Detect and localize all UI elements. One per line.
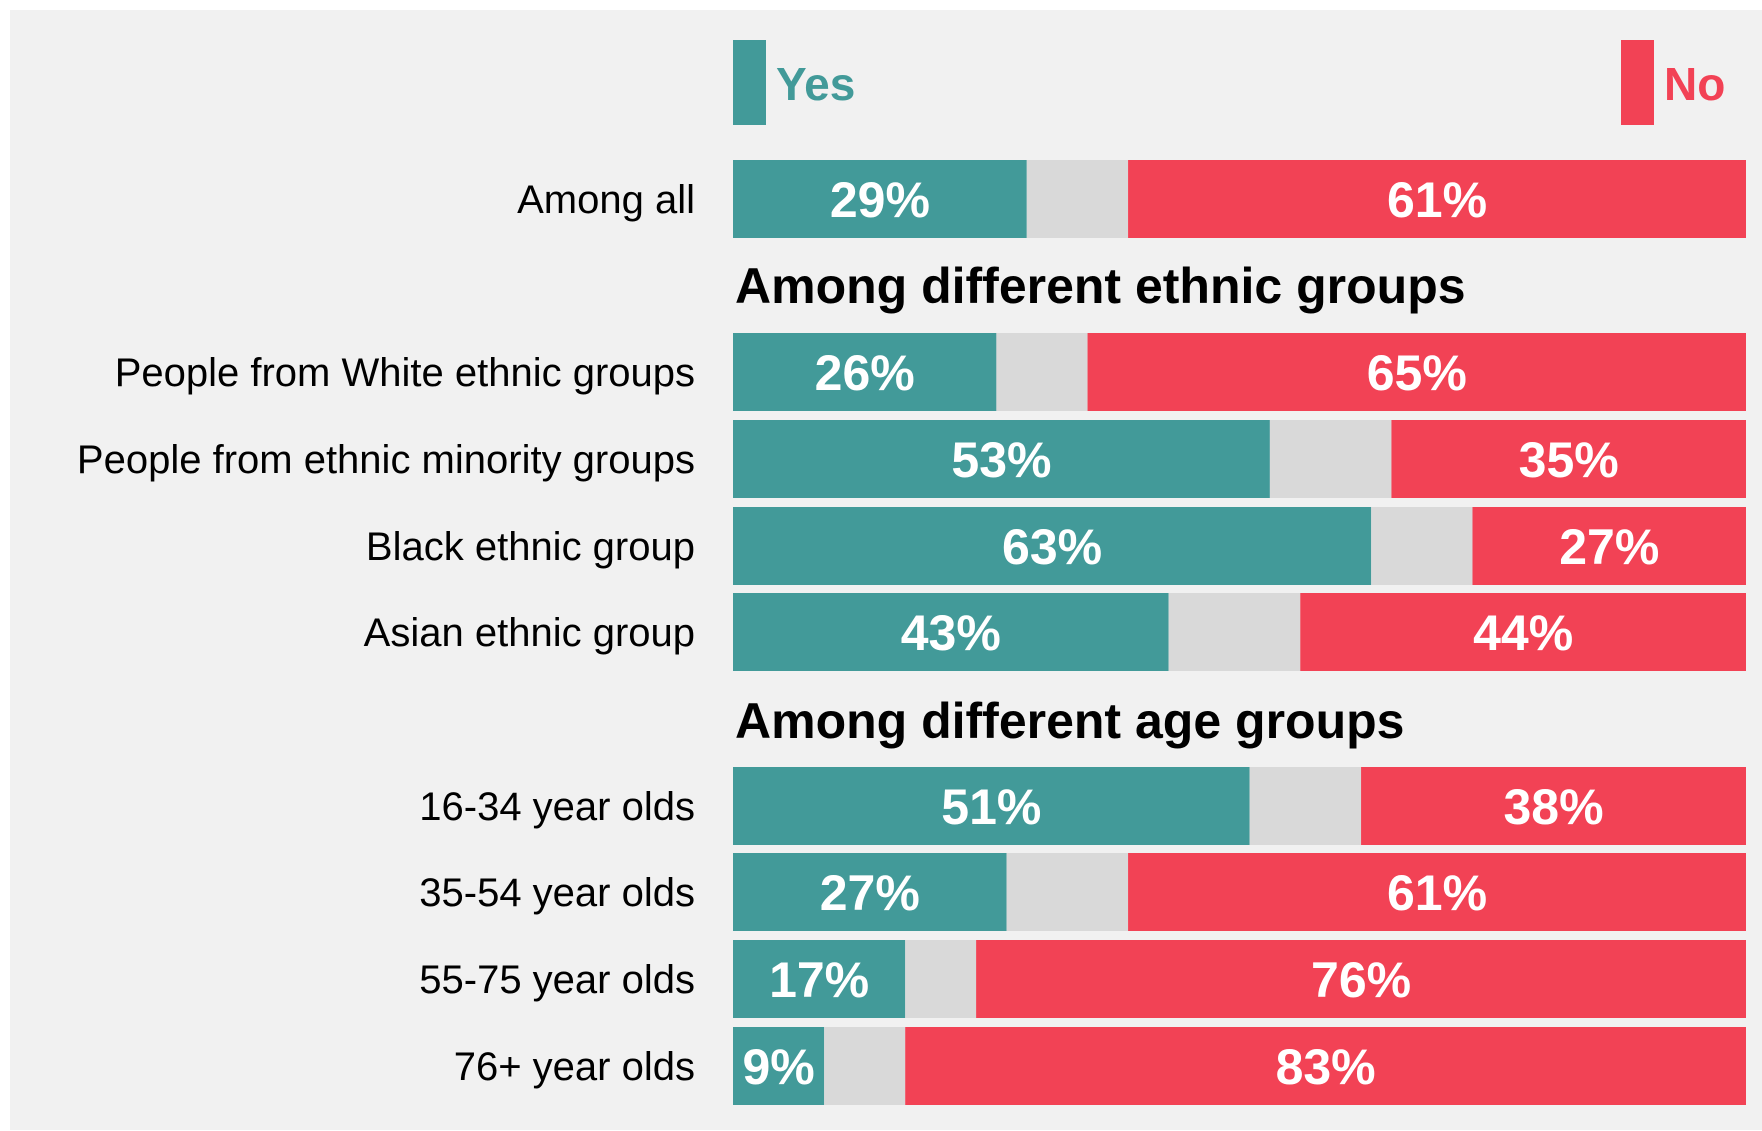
bar-yes-value-label: 26% [815,345,915,401]
bar-yes-value-label: 53% [951,432,1051,488]
bar-yes-value-label: 29% [830,172,930,228]
bar-neither [905,940,976,1018]
bar-neither [1007,853,1129,931]
row-label: People from White ethnic groups [115,351,695,395]
row-label: Asian ethnic group [364,611,695,655]
bar-yes-value-label: 63% [1002,519,1102,575]
bar-no-value-label: 61% [1387,865,1487,921]
bar-neither [824,1027,905,1105]
legend-no-label: No [1664,58,1725,110]
bar-yes-value-label: 27% [820,865,920,921]
bar-no-value-label: 27% [1559,519,1659,575]
bar-neither [1250,767,1361,845]
row-label: 76+ year olds [454,1045,695,1089]
bar-no-value-label: 38% [1503,779,1603,835]
bar-neither [1027,160,1128,238]
bar-no-value-label: 83% [1276,1039,1376,1095]
bar-yes-value-label: 51% [941,779,1041,835]
section-title: Among different age groups [735,693,1404,749]
bar-no-value-label: 35% [1519,432,1619,488]
row-label: 35-54 year olds [419,871,695,915]
section-title: Among different ethnic groups [735,258,1466,314]
bar-yes-value-label: 43% [901,605,1001,661]
bar-yes-value-label: 9% [742,1039,814,1095]
bar-no-value-label: 65% [1367,345,1467,401]
row-label: 55-75 year olds [419,958,695,1002]
legend-yes-label: Yes [776,58,855,110]
bar-yes-value-label: 17% [769,952,869,1008]
bar-neither [1270,420,1392,498]
row-label: Among all [517,178,695,222]
row-label: People from ethnic minority groups [77,438,695,482]
legend-no-swatch [1621,40,1654,125]
row-label: 16-34 year olds [419,785,695,829]
bar-no-value-label: 61% [1387,172,1487,228]
legend-yes-swatch [733,40,766,125]
bar-neither [1371,507,1472,585]
bar-no-value-label: 76% [1311,952,1411,1008]
row-label: Black ethnic group [366,525,695,569]
bar-no-value-label: 44% [1473,605,1573,661]
bar-neither [1169,593,1301,671]
bar-neither [996,333,1087,411]
